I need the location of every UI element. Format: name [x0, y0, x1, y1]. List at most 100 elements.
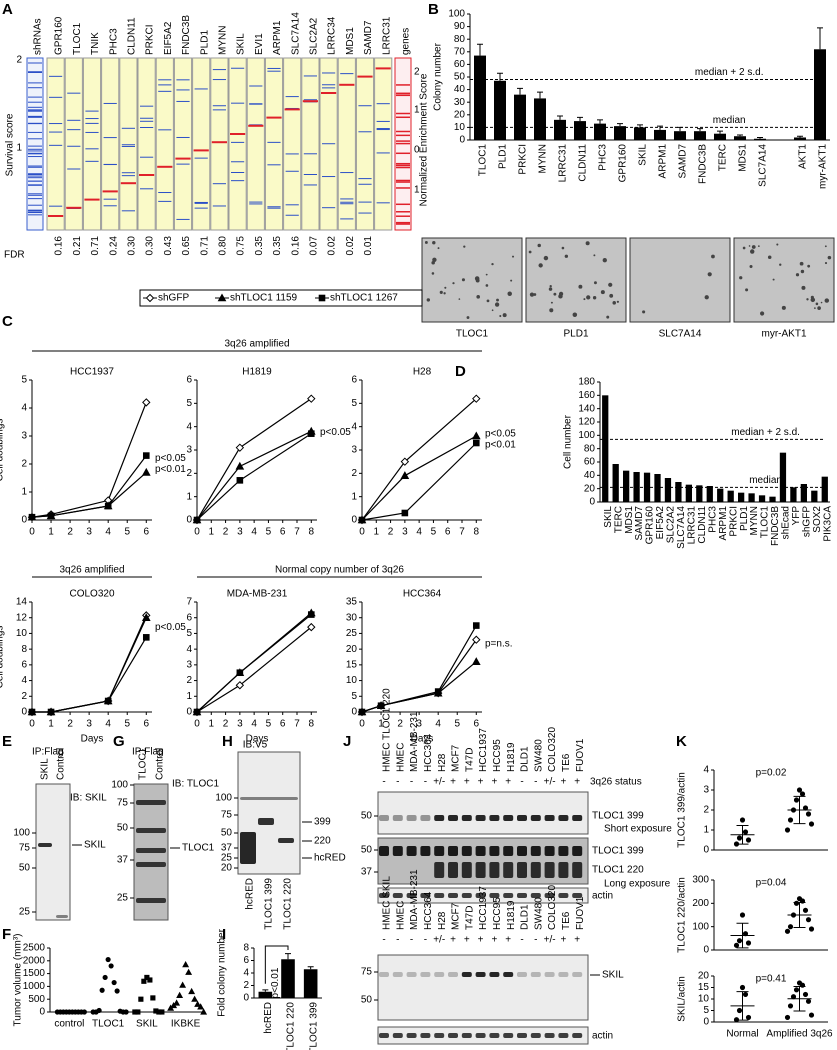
- y-tick-label: 14: [16, 597, 28, 608]
- mean-sd: [787, 795, 812, 825]
- colony: [432, 257, 437, 262]
- series-line: [361, 442, 477, 521]
- marker: [739, 912, 746, 918]
- blot-band: [530, 815, 541, 821]
- reference-label: median + 2 s.d.: [695, 67, 764, 78]
- colony: [749, 249, 755, 254]
- colony: [612, 301, 616, 305]
- colony: [795, 273, 800, 277]
- bar: [534, 98, 546, 140]
- blot-band: [530, 1033, 541, 1038]
- marker: [108, 963, 114, 969]
- colony: [749, 265, 753, 269]
- x-tick-label: SKIL: [638, 144, 649, 166]
- reference-label: median + 2 s.d.: [731, 427, 800, 438]
- y-axis-label: Cell doublings: [0, 626, 6, 689]
- x-tick-label: ARPM1: [718, 506, 729, 541]
- marker: [796, 787, 803, 793]
- status-label: +: [560, 935, 566, 946]
- y-tick-label: 0: [703, 1017, 709, 1028]
- lane-label: H1819: [506, 742, 517, 772]
- y-tick-label: 2: [703, 805, 709, 816]
- mw-marker: 50: [117, 823, 129, 834]
- x-tick-label: LRRC31: [687, 506, 698, 545]
- y-tick-label: 20: [584, 483, 596, 494]
- band-label: 220: [314, 836, 331, 847]
- blot-band: [461, 815, 472, 821]
- colony: [600, 290, 605, 295]
- x-tick-label: 7: [459, 527, 465, 538]
- marker: [104, 697, 112, 705]
- band-label: SKIL: [602, 970, 624, 981]
- panel-label: G: [113, 733, 125, 750]
- blot-band: [434, 1033, 445, 1038]
- x-tick-label: 7: [294, 527, 300, 538]
- mw-marker: 100: [111, 780, 128, 791]
- colony-image: [421, 237, 523, 323]
- blot-band: [420, 1033, 431, 1038]
- lane-label: MDA-MB-231: [409, 869, 420, 930]
- marker: [471, 657, 481, 666]
- marker: [147, 977, 153, 983]
- y-tick-label: 500: [28, 994, 45, 1005]
- image-label: TLOC1: [456, 329, 489, 340]
- gene-label: TLOC1: [72, 22, 83, 55]
- bar: [614, 126, 626, 140]
- y-tick-label: 5: [703, 1005, 709, 1016]
- panel-label: I: [222, 926, 226, 943]
- x-tick-label: PHC3: [598, 144, 609, 171]
- bar: [754, 138, 766, 140]
- x-tick-label: PRKCI: [518, 144, 529, 175]
- marker: [472, 394, 481, 403]
- bar: [654, 474, 661, 502]
- marker: [742, 991, 749, 997]
- colony: [553, 292, 557, 296]
- gene-label: MYNN: [218, 26, 229, 55]
- y-tick-label: 10: [16, 628, 28, 639]
- y-axis-label: SKIL/actin: [677, 976, 688, 1022]
- y-axis-label: TLOC1 399/actin: [677, 772, 688, 848]
- blot-band: [475, 846, 486, 856]
- status-label: +: [478, 777, 484, 788]
- colony-image: [629, 237, 731, 323]
- error-bar: [307, 966, 314, 970]
- legend-box: [139, 289, 423, 307]
- colony: [507, 291, 512, 296]
- colony: [558, 294, 563, 299]
- marker: [472, 439, 480, 447]
- panel-label: H: [222, 733, 233, 750]
- reference-label: median: [749, 475, 782, 486]
- y-tick-label: 6: [21, 659, 27, 670]
- shrna-column: [26, 57, 44, 231]
- blot-band: [420, 972, 431, 977]
- mw-marker: 37: [117, 855, 129, 866]
- band-label: actin: [592, 1031, 613, 1042]
- error-bar: [617, 123, 623, 127]
- y-tick-label: 20: [454, 109, 466, 120]
- colony: [800, 269, 805, 274]
- marker: [145, 293, 155, 303]
- marker: [736, 1007, 743, 1014]
- bar: [474, 55, 486, 140]
- status-label: +: [574, 777, 580, 788]
- x-tick-label: SAMD7: [634, 506, 645, 541]
- x-tick-label: YFP: [791, 506, 802, 526]
- marker: [799, 898, 806, 904]
- x-tick-label: 4: [105, 719, 111, 730]
- blot-band: [406, 815, 417, 821]
- marker: [745, 940, 752, 946]
- blot-band: [572, 1033, 583, 1038]
- error-bar: [657, 125, 663, 130]
- mean-sd: [787, 985, 812, 1012]
- y-tick-label: 10: [454, 122, 466, 133]
- marker: [808, 926, 815, 932]
- y-tick-label: 90: [454, 21, 466, 32]
- series-line: [32, 615, 147, 713]
- x-tick-label: MDS1: [624, 506, 635, 534]
- marker: [81, 1009, 87, 1015]
- marker: [793, 987, 800, 993]
- marker: [805, 917, 812, 923]
- y-tick-label: 60: [454, 59, 466, 70]
- colony: [609, 293, 614, 298]
- status-label: -: [396, 777, 399, 788]
